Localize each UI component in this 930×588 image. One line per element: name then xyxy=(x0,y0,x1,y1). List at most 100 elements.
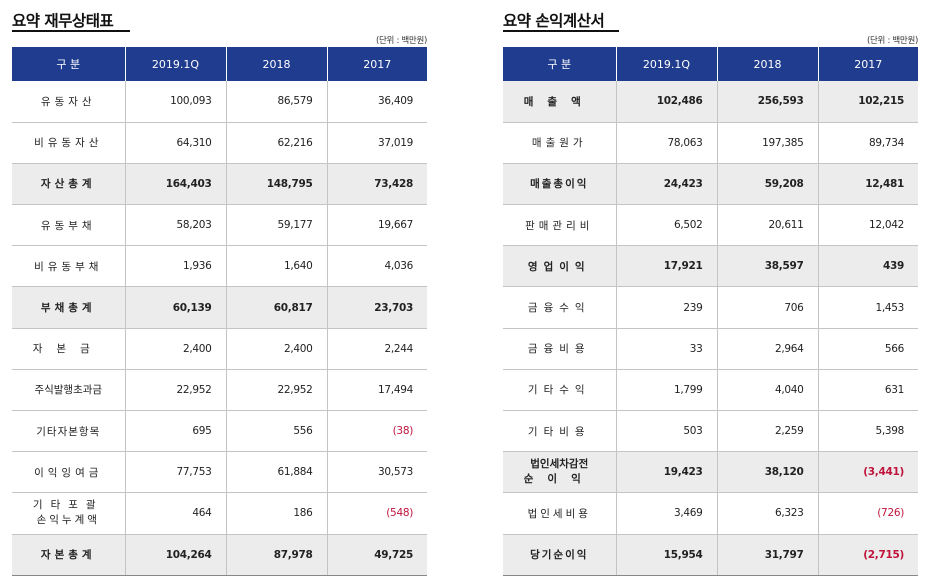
table-row: 비유동자산 64,310 62,216 37,019 xyxy=(12,122,427,164)
row-label: 금융수익 xyxy=(503,286,616,329)
value-2017: 49,725 xyxy=(326,534,427,576)
value-2018: 87,978 xyxy=(225,534,327,576)
header-2018: 2018 xyxy=(716,47,818,81)
table-row: 금융수익 239 706 1,453 xyxy=(503,286,918,329)
value-2019-1q: 15,954 xyxy=(615,534,717,576)
table-row: 비유동부채 1,936 1,640 4,036 xyxy=(12,245,427,288)
value-2018: 2,400 xyxy=(225,328,327,370)
row-label: 유동자산 xyxy=(12,81,125,123)
table-header-row: 구 분 2019.1Q 2018 2017 xyxy=(12,47,427,81)
table-row: 주식발행초과금 22,952 22,952 17,494 xyxy=(12,369,427,412)
table-row-total: 매출액 102,486 256,593 102,215 xyxy=(503,81,918,123)
table-header-row: 구 분 2019.1Q 2018 2017 xyxy=(503,47,918,81)
value-2019-1q: 1,936 xyxy=(124,245,226,288)
value-2017: (38) xyxy=(326,410,427,453)
value-2017: 23,703 xyxy=(326,286,427,329)
value-2018: 22,952 xyxy=(225,369,327,412)
table-row-total: 당기순이익 15,954 31,797 (2,715) xyxy=(503,534,918,576)
income-statement-unit: (단위 : 백만원) xyxy=(866,36,918,46)
table-row: 기타수익 1,799 4,040 631 xyxy=(503,369,918,412)
table-row-total: 법인세차감전 순이익 19,423 38,120 (3,441) xyxy=(503,451,918,494)
header-2017: 2017 xyxy=(326,47,427,81)
table-row: 금융비용 33 2,964 566 xyxy=(503,328,918,370)
value-2019-1q: 100,093 xyxy=(124,81,226,123)
row-label: 기타자본항목 xyxy=(12,410,125,453)
value-2019-1q: 104,264 xyxy=(124,534,226,576)
table-row: 유동자산 100,093 86,579 36,409 xyxy=(12,81,427,123)
value-2018: 20,611 xyxy=(716,204,818,247)
table-row: 법인세비용 3,469 6,323 (726) xyxy=(503,492,918,535)
row-label: 매출원가 xyxy=(503,122,616,164)
row-label: 비유동자산 xyxy=(12,122,125,164)
value-2017: 36,409 xyxy=(326,81,427,123)
table-row: 기타포괄 손익누계액 464 186 (548) xyxy=(12,492,427,535)
row-label: 판매관리비 xyxy=(503,204,616,247)
table-row-total: 매출총이익 24,423 59,208 12,481 xyxy=(503,163,918,206)
row-label-line1: 기타포괄 xyxy=(32,499,104,512)
table-row: 기타비용 503 2,259 5,398 xyxy=(503,410,918,453)
value-2019-1q: 3,469 xyxy=(615,492,717,535)
value-2019-1q: 19,423 xyxy=(615,451,717,494)
row-label: 자본금 xyxy=(12,328,125,370)
row-label: 비유동부채 xyxy=(12,245,125,288)
table-row-total: 영업이익 17,921 38,597 439 xyxy=(503,245,918,288)
value-2018: 556 xyxy=(225,410,327,453)
value-2017: 566 xyxy=(817,328,918,370)
row-label: 영업이익 xyxy=(503,245,616,288)
row-label: 유동부채 xyxy=(12,204,125,247)
value-2018: 38,597 xyxy=(716,245,818,288)
income-statement-title: 요약 손익계산서 xyxy=(503,12,605,30)
row-label: 주식발행초과금 xyxy=(12,369,125,412)
balance-sheet-title: 요약 재무상태표 xyxy=(12,12,114,30)
value-2018: 62,216 xyxy=(225,122,327,164)
value-2018: 197,385 xyxy=(716,122,818,164)
header-category: 구 분 xyxy=(12,47,125,81)
row-label: 기타수익 xyxy=(503,369,616,412)
value-2019-1q: 503 xyxy=(615,410,717,453)
value-2019-1q: 58,203 xyxy=(124,204,226,247)
value-2018: 6,323 xyxy=(716,492,818,535)
value-2017: 5,398 xyxy=(817,410,918,453)
value-2019-1q: 2,400 xyxy=(124,328,226,370)
value-2019-1q: 33 xyxy=(615,328,717,370)
value-2018: 86,579 xyxy=(225,81,327,123)
value-2018: 706 xyxy=(716,286,818,329)
value-2019-1q: 64,310 xyxy=(124,122,226,164)
value-2019-1q: 17,921 xyxy=(615,245,717,288)
income-statement-title-underline xyxy=(503,30,619,32)
row-label: 매출액 xyxy=(503,81,616,123)
table-row: 기타자본항목 695 556 (38) xyxy=(12,410,427,453)
value-2018: 2,964 xyxy=(716,328,818,370)
header-2019-1q: 2019.1Q xyxy=(124,47,226,81)
table-row-total: 자산총계 164,403 148,795 73,428 xyxy=(12,163,427,206)
value-2017: 17,494 xyxy=(326,369,427,412)
value-2018: 148,795 xyxy=(225,163,327,206)
value-2019-1q: 102,486 xyxy=(615,81,717,123)
value-2017: 73,428 xyxy=(326,163,427,206)
row-label: 법인세비용 xyxy=(503,492,616,535)
value-2017: 89,734 xyxy=(817,122,918,164)
value-2019-1q: 78,063 xyxy=(615,122,717,164)
header-2017: 2017 xyxy=(817,47,918,81)
value-2018: 60,817 xyxy=(225,286,327,329)
row-label: 매출총이익 xyxy=(503,163,616,206)
table-row: 자본금 2,400 2,400 2,244 xyxy=(12,328,427,370)
row-label: 부채총계 xyxy=(12,286,125,329)
value-2019-1q: 1,799 xyxy=(615,369,717,412)
value-2018: 4,040 xyxy=(716,369,818,412)
value-2019-1q: 695 xyxy=(124,410,226,453)
value-2017: 30,573 xyxy=(326,451,427,494)
value-2017: (2,715) xyxy=(817,534,918,576)
table-row-total: 자본총계 104,264 87,978 49,725 xyxy=(12,534,427,576)
row-label-multiline: 기타포괄 손익누계액 xyxy=(12,492,125,535)
row-label: 당기순이익 xyxy=(503,534,616,576)
row-label-multiline: 법인세차감전 순이익 xyxy=(503,451,616,494)
value-2018: 31,797 xyxy=(716,534,818,576)
balance-sheet-unit: (단위 : 백만원) xyxy=(375,36,427,46)
table-row-total: 부채총계 60,139 60,817 23,703 xyxy=(12,286,427,329)
value-2017: 4,036 xyxy=(326,245,427,288)
value-2017: 19,667 xyxy=(326,204,427,247)
row-label: 기타비용 xyxy=(503,410,616,453)
table-row: 유동부채 58,203 59,177 19,667 xyxy=(12,204,427,247)
balance-sheet-table: 구 분 2019.1Q 2018 2017 유동자산 100,093 86,57… xyxy=(12,47,427,576)
